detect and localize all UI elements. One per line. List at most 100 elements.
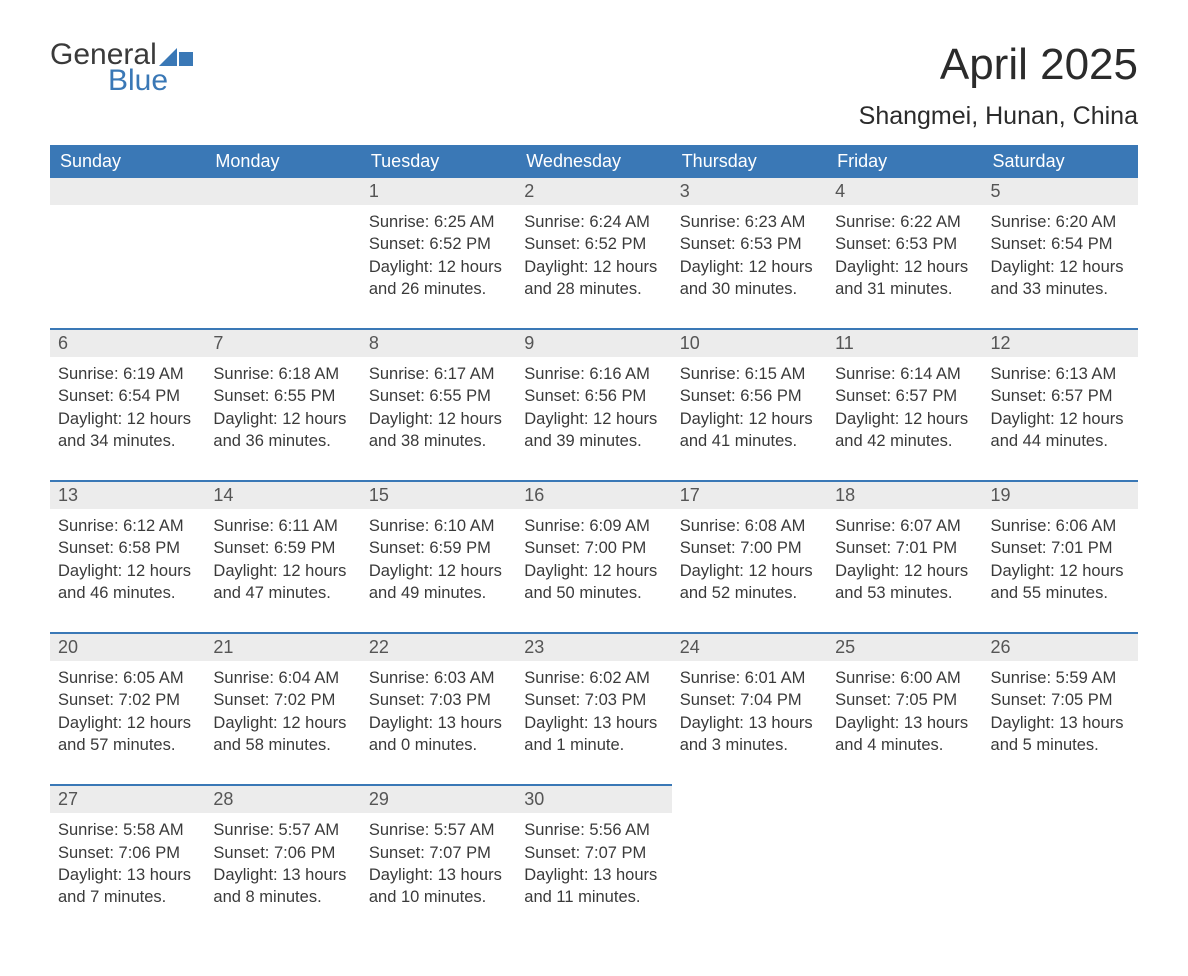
daylight-line: Daylight: 12 hours and 31 minutes. [835,256,974,301]
sunset-line: Sunset: 6:57 PM [991,385,1130,407]
calendar-cell [205,178,360,328]
day-number: 1 [361,178,516,205]
sunset-line: Sunset: 6:53 PM [680,233,819,255]
sunset-line: Sunset: 6:54 PM [58,385,197,407]
daylight-line: Daylight: 13 hours and 11 minutes. [524,864,663,909]
calendar-cell: 26 Sunrise: 5:59 AMSunset: 7:05 PMDayligh… [983,632,1138,784]
sunrise-line: Sunrise: 5:58 AM [58,819,197,841]
location-label: Shangmei, Hunan, China [859,102,1138,131]
sunset-line: Sunset: 7:06 PM [58,842,197,864]
sunset-line: Sunset: 6:56 PM [680,385,819,407]
calendar-header-row: SundayMondayTuesdayWednesdayThursdayFrid… [50,145,1138,178]
calendar-cell: 2Sunrise: 6:24 AMSunset: 6:52 PMDaylight… [516,178,671,328]
day-body-blank [50,205,205,301]
sunrise-line: Sunrise: 6:25 AM [369,211,508,233]
day-body: Sunrise: 6:03 AMSunset: 7:03 PMDaylight:… [361,661,516,784]
sunrise-line: Sunrise: 6:05 AM [58,667,197,689]
day-number: 22 [361,634,516,661]
sunrise-line: Sunrise: 6:02 AM [524,667,663,689]
daylight-line: Daylight: 13 hours and 5 minutes. [991,712,1130,757]
sunset-line: Sunset: 7:04 PM [680,689,819,711]
sunset-line: Sunset: 7:00 PM [524,537,663,559]
daylight-line: Daylight: 12 hours and 57 minutes. [58,712,197,757]
day-body: Sunrise: 6:14 AMSunset: 6:57 PMDaylight:… [827,357,982,480]
daylight-line: Daylight: 13 hours and 0 minutes. [369,712,508,757]
sunrise-line: Sunrise: 6:09 AM [524,515,663,537]
day-body: Sunrise: 6:00 AMSunset: 7:05 PMDaylight:… [827,661,982,784]
day-number: 14 [205,482,360,509]
day-header: Sunday [50,145,205,178]
calendar-week-row: 20Sunrise: 6:05 AMSunset: 7:02 PMDayligh… [50,632,1138,784]
sunset-line: Sunset: 6:57 PM [835,385,974,407]
day-body: Sunrise: 6:25 AMSunset: 6:52 PMDaylight:… [361,205,516,328]
daylight-line: Daylight: 12 hours and 50 minutes. [524,560,663,605]
day-number: 3 [672,178,827,205]
sunset-line: Sunset: 7:05 PM [991,689,1130,711]
day-body: Sunrise: 6:13 AMSunset: 6:57 PMDaylight:… [983,357,1138,480]
sunrise-line: Sunrise: 6:20 AM [991,211,1130,233]
calendar-cell: 8Sunrise: 6:17 AMSunset: 6:55 PMDaylight… [361,328,516,480]
day-number: 13 [50,482,205,509]
sunrise-line: Sunrise: 6:17 AM [369,363,508,385]
calendar-cell: 15Sunrise: 6:10 AMSunset: 6:59 PMDayligh… [361,480,516,632]
day-number: 21 [205,634,360,661]
day-number: 10 [672,330,827,357]
day-body: Sunrise: 6:01 AMSunset: 7:04 PMDaylight:… [672,661,827,784]
daylight-line: Daylight: 12 hours and 44 minutes. [991,408,1130,453]
calendar-cell: 30Sunrise: 5:56 AMSunset: 7:07 PMDayligh… [516,784,671,936]
day-body: Sunrise: 6:06 AMSunset: 7:01 PMDaylight:… [983,509,1138,632]
daylight-line: Daylight: 13 hours and 7 minutes. [58,864,197,909]
daylight-line: Daylight: 13 hours and 8 minutes. [213,864,352,909]
sunset-line: Sunset: 6:58 PM [58,537,197,559]
sunset-line: Sunset: 7:00 PM [680,537,819,559]
calendar-cell: 7Sunrise: 6:18 AMSunset: 6:55 PMDaylight… [205,328,360,480]
calendar-week-row: 1Sunrise: 6:25 AMSunset: 6:52 PMDaylight… [50,178,1138,328]
sunset-line: Sunset: 6:53 PM [835,233,974,255]
sunrise-line: Sunrise: 6:06 AM [991,515,1130,537]
day-number: 29 [361,786,516,813]
calendar-cell: 23Sunrise: 6:02 AMSunset: 7:03 PMDayligh… [516,632,671,784]
day-number: 6 [50,330,205,357]
calendar-week-row: 13Sunrise: 6:12 AMSunset: 6:58 PMDayligh… [50,480,1138,632]
day-number: 18 [827,482,982,509]
sunset-line: Sunset: 6:52 PM [524,233,663,255]
sunset-line: Sunset: 6:56 PM [524,385,663,407]
daylight-line: Daylight: 12 hours and 30 minutes. [680,256,819,301]
daylight-line: Daylight: 12 hours and 49 minutes. [369,560,508,605]
sunrise-line: Sunrise: 6:18 AM [213,363,352,385]
calendar-cell: 20Sunrise: 6:05 AMSunset: 7:02 PMDayligh… [50,632,205,784]
calendar-cell: 13Sunrise: 6:12 AMSunset: 6:58 PMDayligh… [50,480,205,632]
calendar-cell: 29Sunrise: 5:57 AMSunset: 7:07 PMDayligh… [361,784,516,936]
sunrise-line: Sunrise: 5:57 AM [369,819,508,841]
sunrise-line: Sunrise: 6:01 AM [680,667,819,689]
calendar-cell: 22Sunrise: 6:03 AMSunset: 7:03 PMDayligh… [361,632,516,784]
day-body: Sunrise: 6:02 AMSunset: 7:03 PMDaylight:… [516,661,671,784]
sunset-line: Sunset: 7:02 PM [213,689,352,711]
daylight-line: Daylight: 12 hours and 42 minutes. [835,408,974,453]
day-body: Sunrise: 6:17 AMSunset: 6:55 PMDaylight:… [361,357,516,480]
day-body: Sunrise: 6:19 AMSunset: 6:54 PMDaylight:… [50,357,205,480]
sunrise-line: Sunrise: 6:24 AM [524,211,663,233]
calendar-cell: 12Sunrise: 6:13 AMSunset: 6:57 PMDayligh… [983,328,1138,480]
day-number: 30 [516,786,671,813]
daylight-line: Daylight: 13 hours and 3 minutes. [680,712,819,757]
sunset-line: Sunset: 6:54 PM [991,233,1130,255]
day-header: Saturday [983,145,1138,178]
day-number: 26 [983,634,1138,661]
daylight-line: Daylight: 13 hours and 4 minutes. [835,712,974,757]
logo-flag-icon [159,44,193,66]
calendar-cell: 18Sunrise: 6:07 AMSunset: 7:01 PMDayligh… [827,480,982,632]
calendar-cell: 5Sunrise: 6:20 AMSunset: 6:54 PMDaylight… [983,178,1138,328]
calendar-week-row: 27Sunrise: 5:58 AMSunset: 7:06 PMDayligh… [50,784,1138,936]
sunrise-line: Sunrise: 5:57 AM [213,819,352,841]
daylight-line: Daylight: 12 hours and 55 minutes. [991,560,1130,605]
sunrise-line: Sunrise: 6:14 AM [835,363,974,385]
sunrise-line: Sunrise: 6:15 AM [680,363,819,385]
sunset-line: Sunset: 7:01 PM [835,537,974,559]
calendar-cell: 1Sunrise: 6:25 AMSunset: 6:52 PMDaylight… [361,178,516,328]
sunrise-line: Sunrise: 5:59 AM [991,667,1130,689]
calendar-cell: 3Sunrise: 6:23 AMSunset: 6:53 PMDaylight… [672,178,827,328]
sunset-line: Sunset: 6:52 PM [369,233,508,255]
daylight-line: Daylight: 12 hours and 53 minutes. [835,560,974,605]
sunrise-line: Sunrise: 6:08 AM [680,515,819,537]
